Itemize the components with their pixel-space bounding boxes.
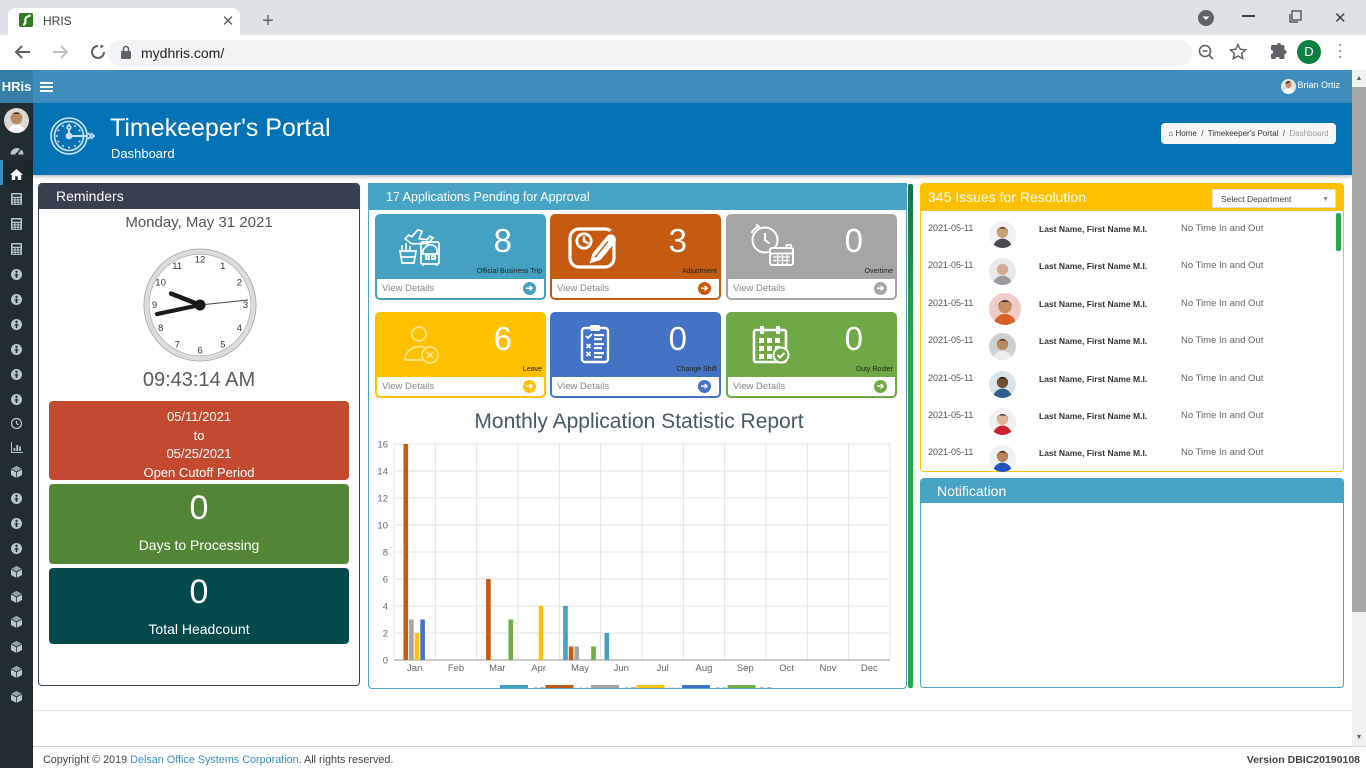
svg-text:Jun: Jun <box>614 663 629 674</box>
svg-text:12: 12 <box>377 494 388 505</box>
svg-text:10: 10 <box>377 521 388 532</box>
svg-text:5: 5 <box>220 340 225 351</box>
svg-text:6: 6 <box>383 575 388 586</box>
svg-text:Nov: Nov <box>820 663 837 674</box>
svg-text:10: 10 <box>155 278 166 289</box>
svg-text:Apr: Apr <box>531 663 546 674</box>
svg-text:Monthly Application Statistic: Monthly Application Statistic Report <box>474 410 803 433</box>
svg-text:14: 14 <box>377 467 388 478</box>
svg-text:1: 1 <box>220 261 225 272</box>
svg-text:8: 8 <box>158 323 163 334</box>
svg-text:Feb: Feb <box>448 663 464 674</box>
svg-text:Mar: Mar <box>489 663 505 674</box>
svg-text:Oct: Oct <box>779 663 794 674</box>
svg-text:Jan: Jan <box>407 663 422 674</box>
svg-text:4: 4 <box>383 602 388 613</box>
svg-text:AA: AA <box>578 686 591 689</box>
svg-text:6: 6 <box>197 346 202 357</box>
svg-text:4: 4 <box>237 323 242 334</box>
svg-text:OT: OT <box>623 686 636 689</box>
svg-text:11: 11 <box>172 261 182 272</box>
svg-text:2: 2 <box>237 278 242 289</box>
svg-text:0: 0 <box>383 656 388 667</box>
svg-text:LV: LV <box>669 686 681 689</box>
svg-text:12: 12 <box>195 255 206 266</box>
svg-text:Jul: Jul <box>657 663 669 674</box>
svg-text:Sep: Sep <box>737 663 754 674</box>
svg-text:8: 8 <box>383 548 388 559</box>
svg-text:Dec: Dec <box>861 663 878 674</box>
svg-text:OB: OB <box>532 686 546 689</box>
svg-text:CS: CS <box>714 686 727 689</box>
svg-text:16: 16 <box>377 440 388 451</box>
svg-text:2: 2 <box>383 629 388 640</box>
svg-text:May: May <box>571 663 589 674</box>
svg-text:7: 7 <box>175 340 180 351</box>
svg-text:Aug: Aug <box>696 663 713 674</box>
svg-text:3: 3 <box>243 300 248 311</box>
svg-text:DR: DR <box>760 686 774 689</box>
svg-text:9: 9 <box>152 300 157 311</box>
